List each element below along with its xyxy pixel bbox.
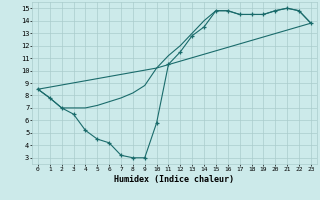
X-axis label: Humidex (Indice chaleur): Humidex (Indice chaleur) [115, 175, 234, 184]
